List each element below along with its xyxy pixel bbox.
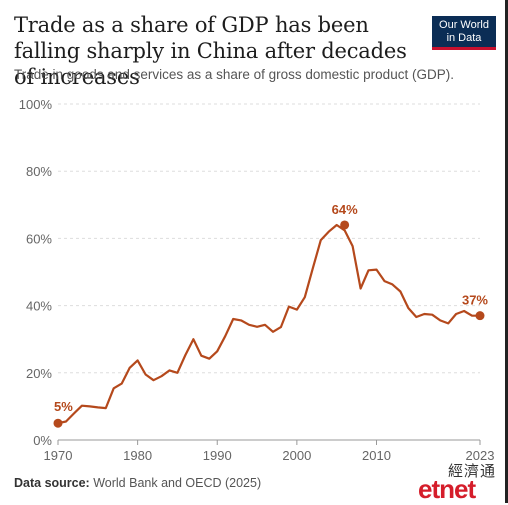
x-tick-label: 2023 xyxy=(466,448,495,463)
y-tick-label: 100% xyxy=(19,97,53,112)
series-line xyxy=(57,223,480,425)
x-tick-label: 2010 xyxy=(362,448,391,463)
data-point xyxy=(53,418,63,428)
watermark-chinese: 經濟通 xyxy=(448,462,497,480)
y-tick-label: 20% xyxy=(26,366,52,381)
data-source: Data source: World Bank and OECD (2025) xyxy=(14,476,261,490)
chart-subtitle: Trade in goods and services as a share o… xyxy=(14,67,454,82)
x-tick-label: 1970 xyxy=(44,448,73,463)
data-point xyxy=(340,220,350,230)
owid-logo[interactable]: Our World in Data xyxy=(432,16,496,50)
x-tick-label: 1990 xyxy=(203,448,232,463)
x-tick-label: 2000 xyxy=(282,448,311,463)
source-label: Data source: xyxy=(14,476,90,490)
data-label: 5% xyxy=(54,399,73,414)
watermark-brand: etnet xyxy=(418,474,476,504)
x-tick-label: 1980 xyxy=(123,448,152,463)
data-label: 64% xyxy=(332,202,358,217)
chart-title: Trade as a share of GDP has been falling… xyxy=(14,13,407,89)
data-point xyxy=(475,311,485,321)
y-tick-label: 40% xyxy=(26,299,52,314)
logo-line2: in Data xyxy=(446,32,482,44)
data-label: 37% xyxy=(462,293,488,308)
y-tick-label: 0% xyxy=(33,433,52,448)
source-text: World Bank and OECD (2025) xyxy=(93,476,262,490)
y-tick-label: 60% xyxy=(26,231,52,246)
y-tick-label: 80% xyxy=(26,164,52,179)
logo-line1: Our World xyxy=(439,19,489,31)
